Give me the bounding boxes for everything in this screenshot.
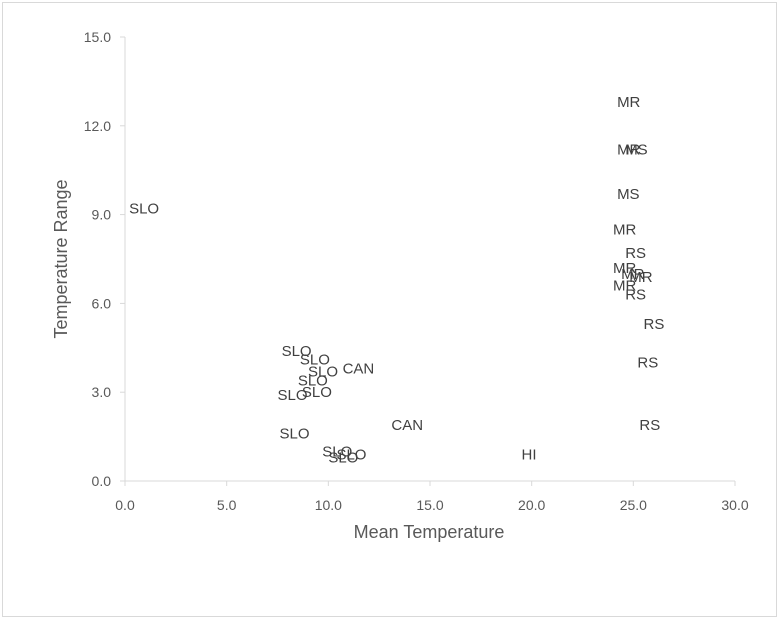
point-label: RS xyxy=(625,287,646,304)
x-tick-label: 10.0 xyxy=(315,497,342,513)
data-labels: SLOSLOSLOSLOSLOSLOSLOSLOSLOSLOSLOCANCANH… xyxy=(129,94,664,466)
point-label: SLO xyxy=(280,426,310,443)
x-tick-label: 15.0 xyxy=(416,497,443,513)
point-label: MR xyxy=(629,269,652,286)
scatter-chart: 0.0 5.0 10.0 15.0 20.0 25.0 30.0 0.0 3.0 6.0 9.0 12… xyxy=(51,29,749,542)
y-tick-label: 6.0 xyxy=(92,295,112,311)
point-label: CAN xyxy=(391,417,423,434)
tick-labels: 0.0 5.0 10.0 15.0 20.0 25.0 30.0 0.0 3.0 6.0 9.0 12… xyxy=(84,29,749,513)
point-label: MS xyxy=(625,141,648,158)
point-label: SLO xyxy=(328,449,358,466)
point-label: SLO xyxy=(308,363,338,380)
x-axis-title: Mean Temperature xyxy=(354,522,505,542)
x-tick-label: 20.0 xyxy=(518,497,545,513)
y-tick-label: 12.0 xyxy=(84,118,111,134)
point-label: MR xyxy=(621,266,644,283)
point-label: SLO xyxy=(322,443,352,460)
point-label: RS xyxy=(637,355,658,372)
point-label: SLO xyxy=(302,384,332,401)
x-tick-label: 30.0 xyxy=(721,497,748,513)
point-label: RS xyxy=(644,316,665,333)
point-label: RS xyxy=(625,245,646,262)
y-tick-label: 9.0 xyxy=(92,207,112,223)
y-tick-label: 15.0 xyxy=(84,29,111,45)
point-label: HI xyxy=(522,446,537,463)
point-label: SLO xyxy=(336,446,366,463)
point-label: MR xyxy=(617,141,640,158)
y-tick-label: 3.0 xyxy=(92,384,112,400)
point-label: MS xyxy=(617,186,640,203)
point-label: RS xyxy=(639,417,660,434)
x-tick-label: 5.0 xyxy=(217,497,237,513)
point-label: SLO xyxy=(300,352,330,369)
point-label: CAN xyxy=(343,361,375,378)
y-axis-title: Temperature Range xyxy=(51,179,71,338)
x-tick-label: 25.0 xyxy=(620,497,647,513)
point-label: MR xyxy=(613,278,636,295)
point-label: SLO xyxy=(278,387,308,404)
point-label: MR xyxy=(617,94,640,111)
point-label: SLO xyxy=(282,343,312,360)
point-label: MR xyxy=(613,260,636,277)
point-label: MR xyxy=(613,221,636,238)
point-label: SLO xyxy=(298,372,328,389)
x-tick-label: 0.0 xyxy=(115,497,135,513)
point-label: SLO xyxy=(129,201,159,218)
y-tick-label: 0.0 xyxy=(92,473,112,489)
